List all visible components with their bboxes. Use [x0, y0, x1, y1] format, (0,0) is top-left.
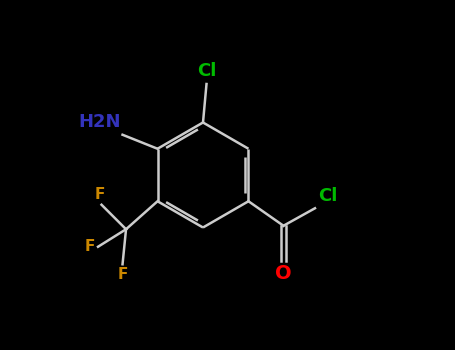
Text: Cl: Cl	[197, 62, 216, 80]
Text: F: F	[117, 267, 128, 282]
Text: H2N: H2N	[78, 113, 121, 131]
Text: O: O	[275, 264, 292, 283]
Text: Cl: Cl	[318, 188, 337, 205]
Text: F: F	[85, 239, 95, 254]
Text: F: F	[95, 187, 105, 202]
